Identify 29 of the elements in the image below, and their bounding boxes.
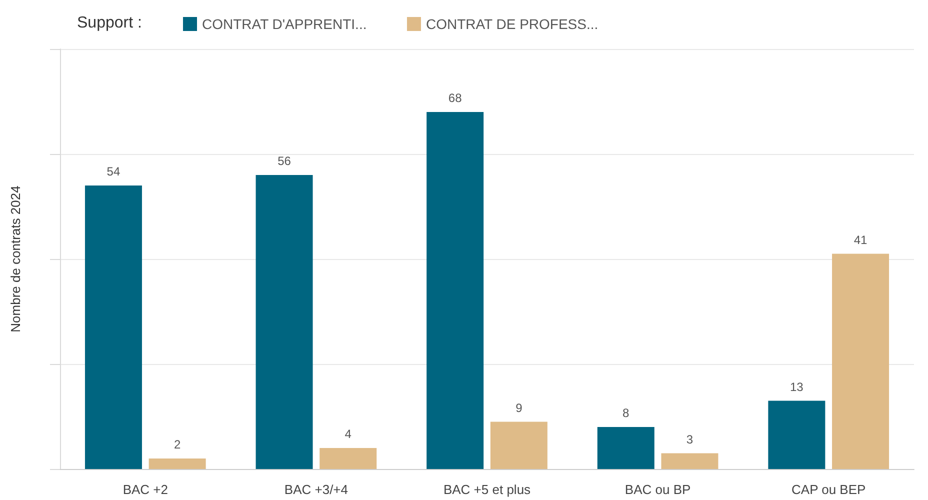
x-tick-label: CAP ou BEP [792,482,866,497]
bar [661,453,718,469]
data-label: 8 [622,406,630,420]
x-tick-label: BAC ou BP [624,482,691,497]
data-label: 4 [344,427,352,441]
data-label: 68 [448,91,462,105]
bar [490,422,548,469]
data-label: 9 [516,400,523,415]
y-axis-title: Nombre de contrats 2024 [8,186,23,332]
data-label: 41 [854,232,868,247]
x-tick-label: BAC +5 et plus [443,482,532,497]
bar [148,458,206,469]
bar [84,186,142,469]
data-label: 3 [686,432,694,446]
x-tick-label: BAC +3/+4 [284,482,348,497]
bar [597,427,654,469]
data-label: 56 [278,154,292,168]
bar [320,448,377,469]
bar [426,112,484,469]
data-label: 54 [106,164,120,178]
data-label: 2 [174,438,181,452]
x-tick-label: BAC +2 [122,482,168,497]
bar [768,400,826,469]
legend-label: CONTRAT DE PROFESS... [426,16,598,32]
legend-title: Support : [77,14,142,32]
legend-label: CONTRAT D'APPRENTI... [202,16,367,32]
bar [832,254,890,469]
bar [256,175,313,469]
data-label: 13 [790,380,804,394]
